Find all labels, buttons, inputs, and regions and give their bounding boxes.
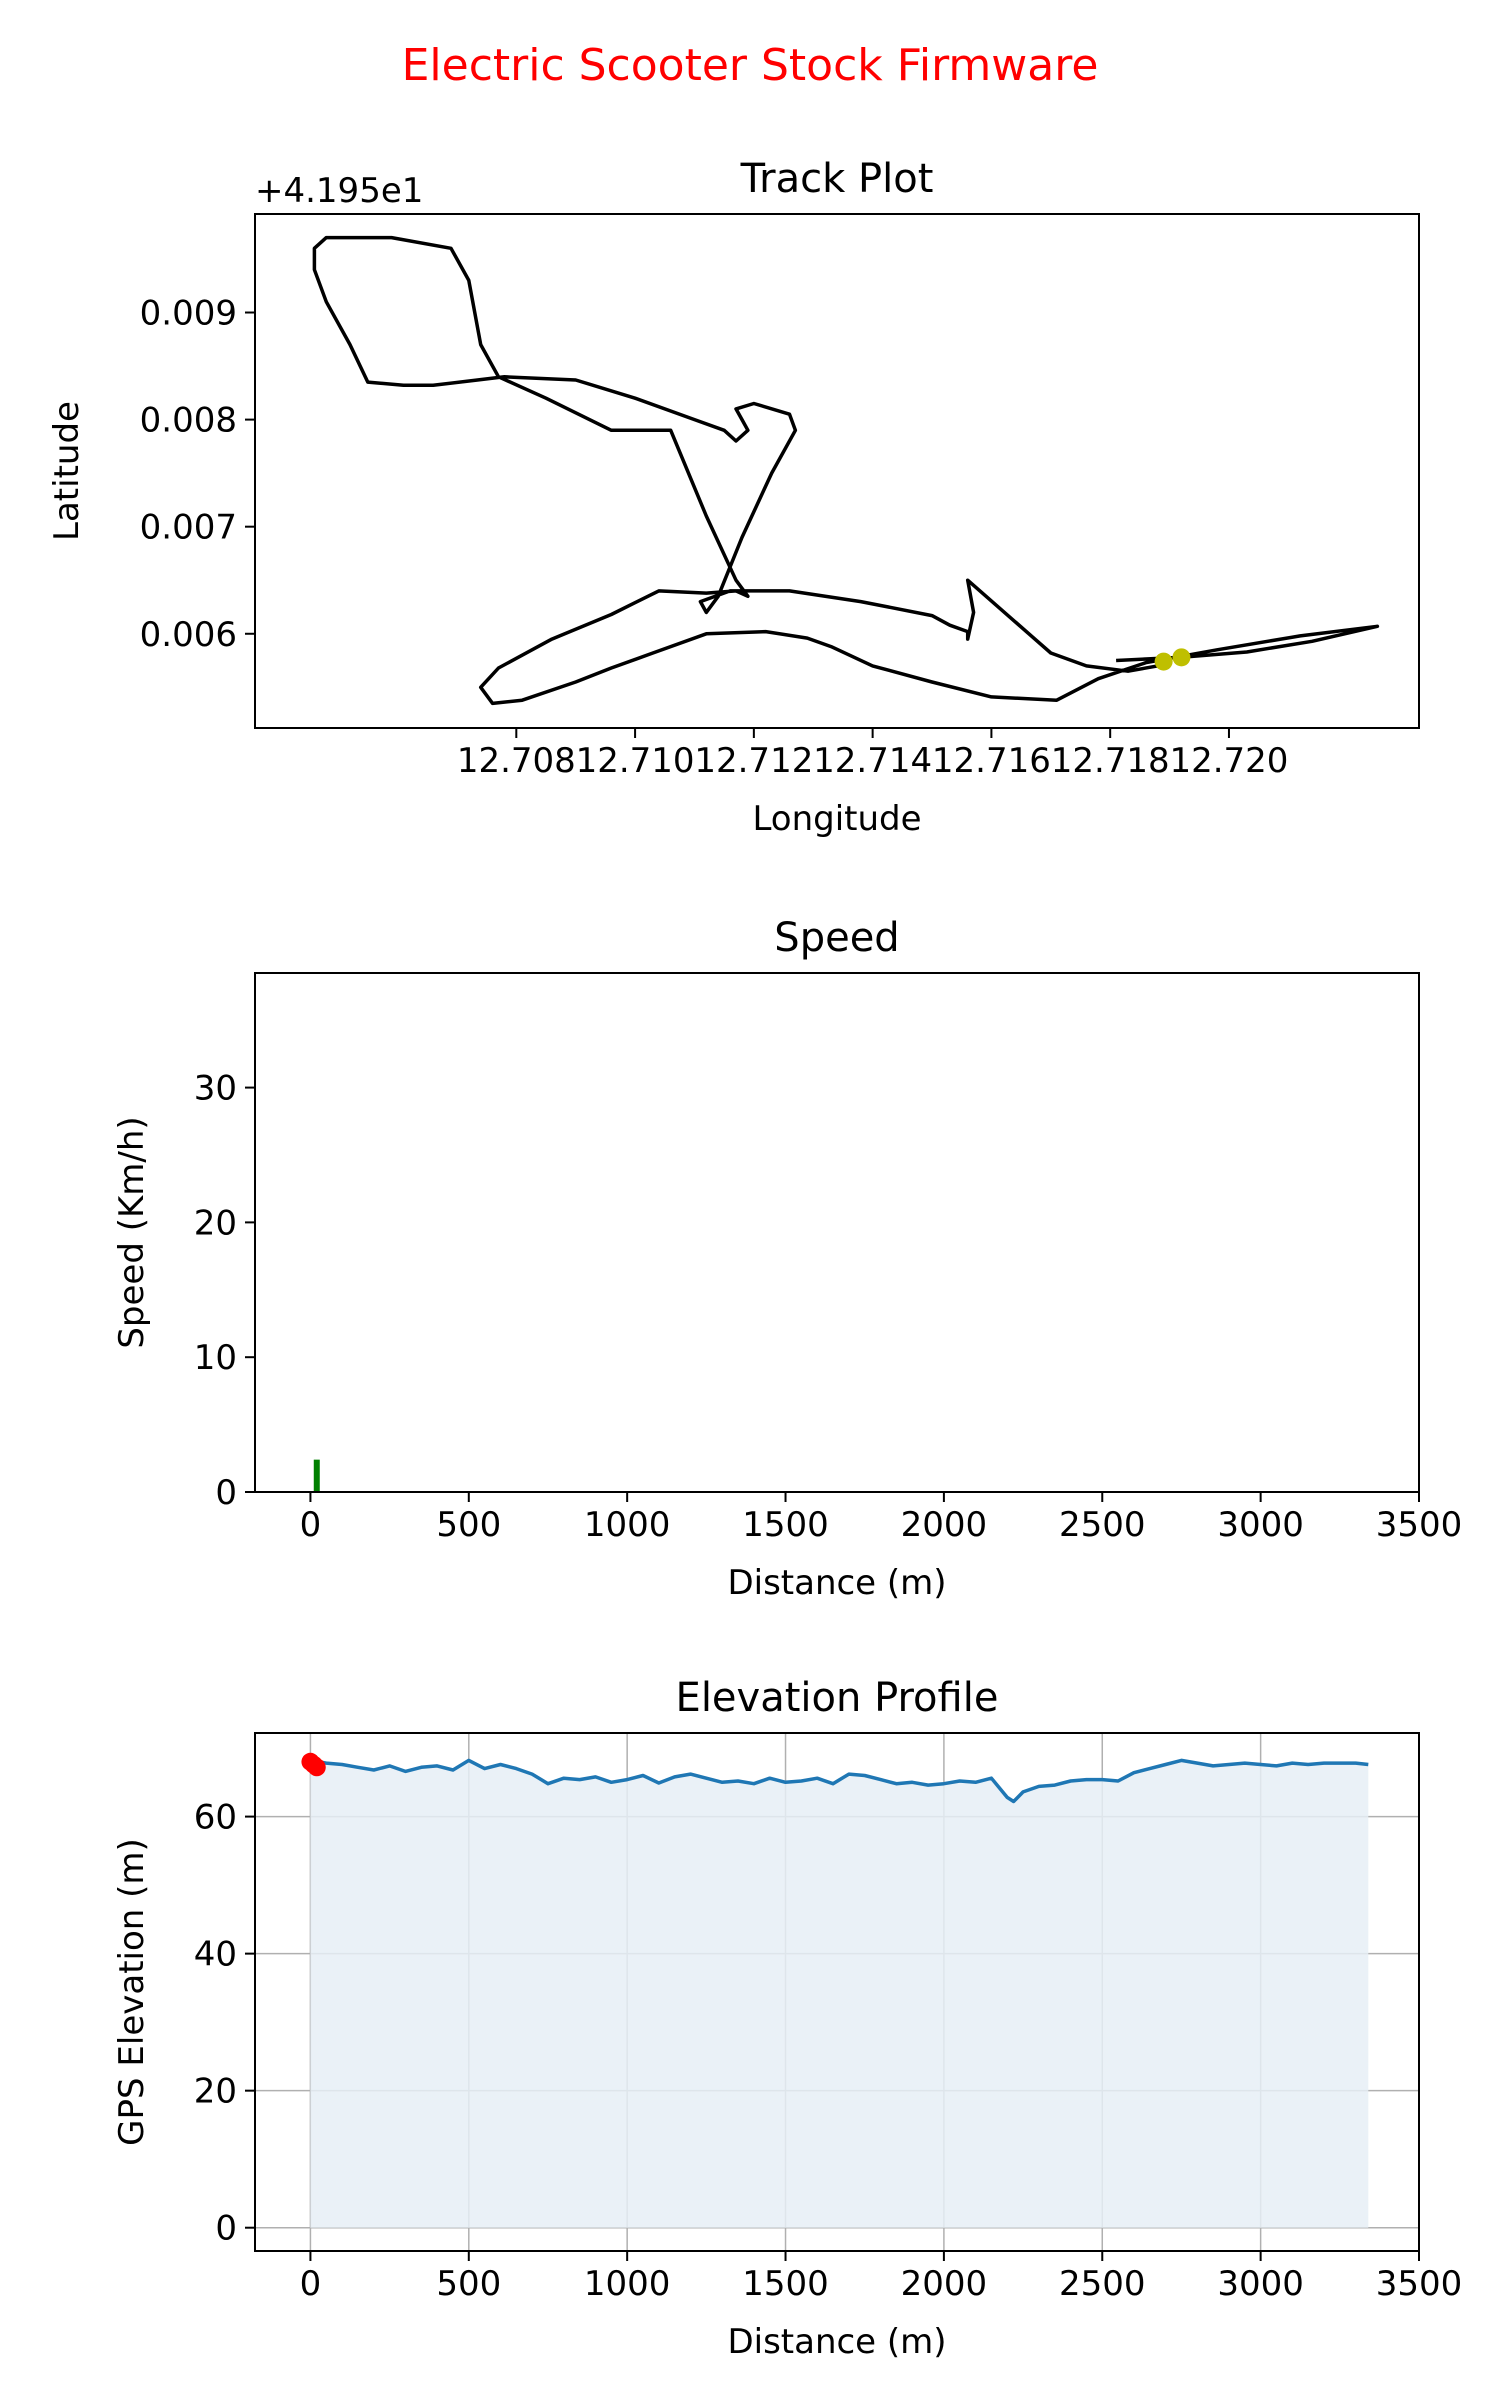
y-tick-label: 10 <box>194 1338 237 1378</box>
elevation-marker <box>307 1758 326 1777</box>
axes-title: Elevation Profile <box>676 1675 999 1721</box>
x-tick-label: 12.712 <box>694 741 813 781</box>
x-tick-label: 2500 <box>1059 2264 1146 2304</box>
plot-frame <box>254 213 1420 729</box>
x-tick-label: 3000 <box>1217 2264 1304 2304</box>
axes-title: Track Plot <box>740 156 934 202</box>
x-axis-label: Longitude <box>752 799 921 839</box>
x-tick-label: 0 <box>300 2264 322 2304</box>
x-axis-label: Distance (m) <box>727 1563 946 1603</box>
x-tick-label: 1000 <box>584 2264 671 2304</box>
figure-title: Electric Scooter Stock Firmware <box>401 40 1099 91</box>
y-axis-label: Latitude <box>47 401 87 541</box>
y-tick-label: 0.006 <box>140 615 237 655</box>
x-tick-label: 2000 <box>901 2264 988 2304</box>
track-marker <box>1154 652 1173 671</box>
x-tick-label: 3000 <box>1217 1505 1304 1545</box>
x-tick-label: 12.716 <box>932 741 1051 781</box>
track-line <box>312 235 1380 706</box>
y-tick-label: 60 <box>194 1798 237 1838</box>
x-tick-label: 3500 <box>1376 1505 1463 1545</box>
y-tick-label: 20 <box>194 1203 237 1243</box>
x-axis-label: Distance (m) <box>727 2322 946 2362</box>
y-axis-label: GPS Elevation (m) <box>112 1838 152 2146</box>
y-tick-label: 30 <box>194 1069 237 1109</box>
x-tick-label: 500 <box>436 1505 501 1545</box>
x-tick-label: 3500 <box>1376 2264 1463 2304</box>
x-tick-label: 12.720 <box>1169 741 1288 781</box>
y-tick-label: 0 <box>215 1473 237 1513</box>
x-tick-label: 2500 <box>1059 1505 1146 1545</box>
x-tick-label: 12.710 <box>576 741 695 781</box>
x-tick-label: 2000 <box>901 1505 988 1545</box>
x-tick-label: 12.718 <box>1051 741 1170 781</box>
x-tick-label: 1000 <box>584 1505 671 1545</box>
axes-title: Speed <box>774 915 899 961</box>
x-tick-label: 1500 <box>742 2264 829 2304</box>
y-tick-label: 0.008 <box>140 401 237 441</box>
axis-offset-text: +4.195e1 <box>255 171 423 211</box>
plot-frame <box>254 1732 1420 2252</box>
plot-frame <box>254 972 1420 1493</box>
x-tick-label: 12.714 <box>813 741 932 781</box>
y-axis-label: Speed (Km/h) <box>112 1116 152 1348</box>
speed-bar <box>313 1459 320 1492</box>
elevation-line <box>310 1758 1369 1804</box>
track-marker <box>1172 648 1191 667</box>
y-tick-label: 20 <box>194 2072 237 2112</box>
y-tick-label: 0.007 <box>140 508 237 548</box>
y-tick-label: 0.009 <box>140 294 237 334</box>
y-tick-label: 0 <box>215 2209 237 2249</box>
x-tick-label: 12.708 <box>457 741 576 781</box>
x-tick-label: 1500 <box>742 1505 829 1545</box>
x-tick-label: 0 <box>300 1505 322 1545</box>
x-tick-label: 500 <box>436 2264 501 2304</box>
elevation-area <box>310 1760 1369 2228</box>
y-tick-label: 40 <box>194 1935 237 1975</box>
